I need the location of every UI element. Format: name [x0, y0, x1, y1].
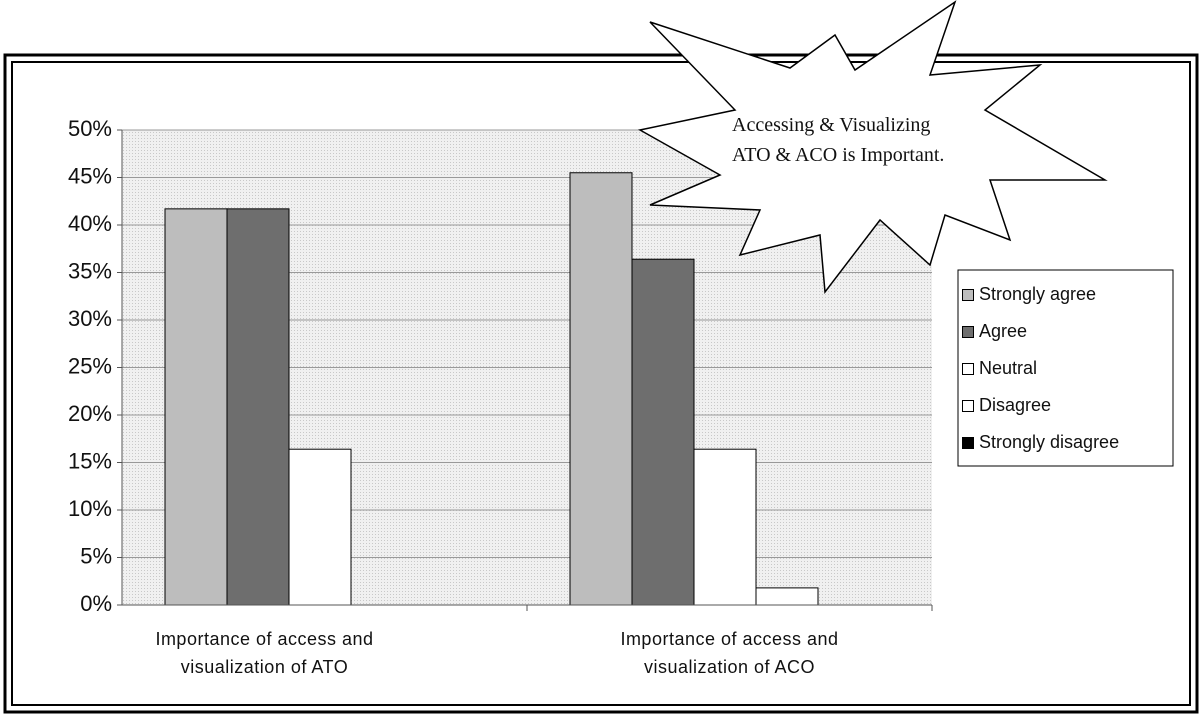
y-tick-label: 50% — [68, 116, 112, 141]
legend-item: Strongly disagree — [962, 432, 1119, 453]
legend-box — [957, 269, 1174, 467]
x-tick-label: Importance of access and visualization o… — [620, 629, 839, 677]
x-tick-label: Importance of access and visualization o… — [155, 629, 374, 677]
y-tick-label: 5% — [80, 543, 112, 568]
bar — [631, 258, 695, 606]
y-tick-label: 35% — [68, 258, 112, 283]
y-tick-label: 45% — [68, 163, 112, 188]
legend-label: Strongly agree — [979, 284, 1097, 304]
legend-item: Strongly agree — [962, 284, 1096, 305]
frame-inner — [11, 61, 1191, 706]
bar — [569, 172, 633, 606]
y-tick-label: 20% — [68, 401, 112, 426]
legend-swatch — [962, 436, 974, 449]
legend-label: Strongly disagree — [979, 432, 1120, 452]
bar — [755, 587, 819, 606]
legend-item: Disagree — [962, 395, 1051, 416]
bar — [288, 448, 352, 606]
y-tick-label: 30% — [68, 306, 112, 331]
legend-swatch — [962, 399, 974, 412]
frame-outer — [3, 53, 1199, 714]
starburst — [637, 0, 1108, 294]
legend-item: Agree — [962, 321, 1027, 342]
legend-swatch — [962, 362, 974, 375]
bars — [164, 172, 819, 606]
legend-label: Disagree — [979, 395, 1052, 415]
y-tick-label: 0% — [80, 591, 112, 616]
legend-swatch — [962, 288, 974, 301]
legend-label: Neutral — [979, 358, 1038, 378]
bar — [164, 208, 228, 606]
annotation: Accessing & Visualizing ATO & ACO is Imp… — [732, 114, 945, 166]
bar — [226, 208, 290, 606]
legend-item: Neutral — [962, 358, 1037, 379]
legend-swatch — [962, 325, 974, 338]
legend-label: Agree — [979, 321, 1028, 341]
y-tick-label: 10% — [68, 496, 112, 521]
y-tick-label: 15% — [68, 448, 112, 473]
y-tick-label: 25% — [68, 353, 112, 378]
bar — [693, 448, 757, 606]
y-tick-label: 40% — [68, 211, 112, 236]
